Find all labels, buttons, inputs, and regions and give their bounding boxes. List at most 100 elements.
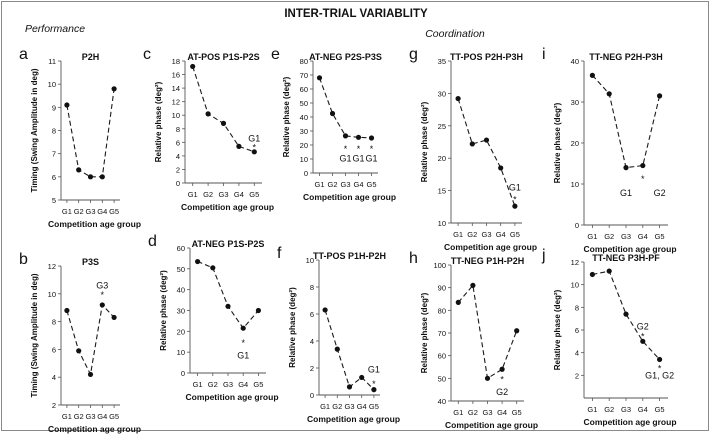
x-tick-label: G3: [218, 190, 228, 199]
data-point: [87, 371, 94, 378]
figure-title: INTER-TRIAL VARIABLITY: [284, 8, 428, 20]
panel-letter-c: c: [143, 46, 151, 63]
panel-title-e: AT-NEG P2S-P3S: [309, 52, 382, 62]
x-tick-label: G2: [203, 190, 213, 199]
chart-panel-i: i TT-NEG P2H-P3H 0 10 20 30 40 G1 G2 G3 G4 G5 Compet…: [542, 46, 677, 254]
panel-letter-g: g: [409, 46, 418, 63]
y-tick-label: 15: [438, 187, 446, 196]
x-tick-label: G1: [453, 408, 463, 417]
y-tick-label: 60: [300, 85, 308, 94]
x-tick-label: G3: [340, 180, 350, 189]
data-point: [512, 203, 518, 209]
y-axis-label: Relative phase (deg²): [553, 102, 562, 183]
x-axis-label: Competition age group: [48, 219, 141, 229]
series-line: [592, 270, 661, 360]
data-point: [640, 338, 646, 344]
x-axis-label: Competition age group: [185, 392, 278, 402]
data-point: [76, 167, 82, 173]
y-tick-label: 20: [438, 154, 446, 163]
y-tick-label: 4: [310, 337, 314, 346]
x-tick-label: G2: [604, 232, 614, 241]
x-tick-label: G4: [496, 230, 506, 239]
x-tick-label: G5: [253, 380, 263, 389]
chart-panel-d: d AT-NEG P1S-P2S 0 10 20 30 40 50 60 G1 G2 G3 G4 G5 Co…: [148, 233, 279, 402]
x-tick-label: G5: [655, 405, 665, 414]
x-axis-label: Competition age group: [181, 202, 274, 212]
significance-star: *: [641, 174, 645, 184]
data-point: [251, 149, 257, 155]
y-axis-label: Relative phase (deg²): [282, 76, 291, 157]
y-tick-label: 8: [310, 283, 314, 292]
data-point: [657, 93, 663, 99]
y-tick-label: 40: [438, 397, 446, 406]
chart-panel-g: g TT-POS P2H-P3H 10 15 20 25 30 35 G1 G2 G3 G4 G5 Com…: [409, 46, 537, 252]
y-tick-label: 2: [575, 371, 579, 380]
x-tick-label: G1: [587, 232, 597, 241]
y-tick-label: 30: [571, 98, 579, 107]
y-tick-label: 50: [177, 265, 185, 274]
x-tick-label: G3: [482, 408, 492, 417]
significance-star: *: [641, 332, 645, 342]
x-tick-label: G3: [223, 380, 233, 389]
data-point: [225, 303, 231, 309]
y-tick-label: 8: [176, 125, 180, 134]
x-tick-label: G1: [320, 402, 330, 411]
data-point: [316, 75, 323, 81]
y-axis-label: Timing (Swing Amplitude in deg): [30, 273, 39, 397]
series-line: [66, 88, 115, 178]
x-tick-label: G5: [512, 408, 522, 417]
data-point: [623, 311, 629, 317]
x-tick-label: G1: [314, 180, 324, 189]
y-tick-label: 18: [172, 57, 180, 66]
y-tick-label: 4: [176, 152, 180, 161]
significance-label: G1: [368, 364, 380, 374]
x-axis-label: Competition age group: [48, 424, 141, 434]
y-tick-label: 10: [571, 281, 579, 290]
y-tick-label: 20: [571, 139, 579, 148]
y-tick-label: 16: [172, 71, 180, 80]
data-point: [220, 120, 227, 126]
chart-panel-h: h TT-NEG P1H-P2H 40 50 60 70 80 90 100 G1 G2 G3 G4 G5…: [409, 250, 538, 430]
panel-letter-b: b: [19, 251, 28, 268]
data-point: [346, 384, 353, 390]
panel-letter-a: a: [19, 46, 28, 63]
panel-letter-j: j: [541, 247, 546, 264]
y-tick-label: 80: [300, 57, 308, 66]
y-tick-label: 0: [304, 169, 308, 178]
significance-star: *: [513, 194, 517, 204]
data-point: [99, 174, 105, 180]
data-point: [371, 387, 377, 393]
x-tick-label: G3: [621, 232, 631, 241]
series-line: [591, 74, 661, 169]
series-line: [192, 66, 255, 153]
data-point: [359, 374, 365, 381]
y-tick-label: 14: [172, 84, 180, 93]
y-tick-label: 30: [300, 127, 308, 136]
significance-star: *: [241, 338, 245, 348]
x-tick-label: G5: [366, 180, 376, 189]
series-line: [457, 284, 518, 380]
y-tick-label: 100: [433, 261, 446, 270]
panel-letter-f: f: [277, 245, 282, 262]
x-tick-label: G4: [353, 180, 363, 189]
y-tick-label: 0: [575, 221, 579, 230]
x-tick-label: G1: [62, 207, 72, 216]
panel-letter-h: h: [409, 250, 418, 267]
y-tick-label: 2: [310, 364, 314, 373]
significance-label: G2: [637, 322, 649, 332]
y-tick-label: 10: [172, 111, 180, 120]
data-point: [322, 307, 328, 313]
y-tick-label: 0: [310, 391, 314, 400]
significance-label: G2: [654, 188, 666, 198]
y-tick-label: 12: [48, 262, 56, 271]
y-tick-label: 2: [52, 401, 56, 410]
x-tick-label: G4: [357, 402, 367, 411]
section-label-coordination: Coordination: [425, 28, 485, 40]
data-point: [455, 95, 461, 102]
data-point: [606, 268, 612, 274]
significance-star: *: [344, 144, 348, 154]
data-point: [329, 110, 336, 117]
